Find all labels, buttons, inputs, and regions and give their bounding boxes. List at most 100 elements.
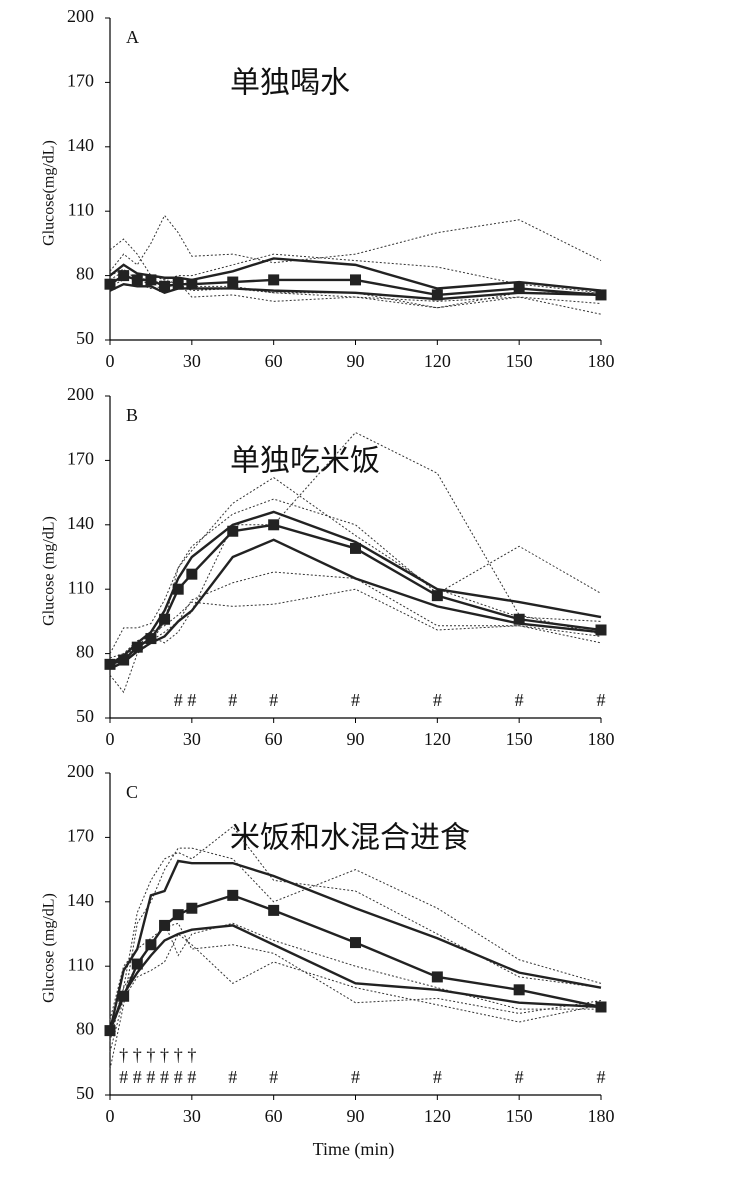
x-tick-label: 30	[183, 1106, 201, 1126]
individual-line	[109, 933, 602, 1053]
x-tick-label: 180	[588, 1106, 615, 1126]
x-axis-label: Time (min)	[313, 1139, 395, 1160]
mean-marker	[145, 633, 157, 645]
y-tick-label: 200	[67, 761, 94, 781]
significance-hash: #	[228, 1067, 237, 1087]
significance-hash: #	[433, 690, 442, 710]
mean-marker	[159, 280, 171, 292]
mean-marker	[268, 274, 280, 286]
mean-marker	[227, 525, 239, 537]
mean-marker	[268, 519, 280, 531]
mean-marker	[172, 278, 184, 290]
significance-dagger: †	[146, 1045, 155, 1065]
x-tick-label: 90	[347, 1106, 365, 1126]
panel-label: C	[126, 782, 138, 802]
y-tick-label: 170	[67, 826, 94, 846]
mean-marker	[159, 919, 171, 931]
y-tick-label: 80	[76, 642, 94, 662]
y-tick-label: 140	[67, 135, 94, 155]
mean-marker	[227, 276, 239, 288]
individual-line	[109, 238, 602, 315]
y-tick-label: 200	[67, 384, 94, 404]
mean-marker	[118, 270, 130, 282]
mean-marker	[104, 1025, 116, 1037]
mean-marker	[227, 889, 239, 901]
significance-hash: #	[269, 690, 278, 710]
x-tick-label: 60	[265, 1106, 283, 1126]
panel-title: 单独喝水	[230, 66, 350, 101]
x-tick-label: 120	[424, 729, 451, 749]
mean-marker	[350, 542, 361, 554]
significance-hash: #	[119, 1067, 128, 1087]
x-tick-label: 180	[588, 729, 615, 749]
significance-hash: #	[597, 690, 606, 710]
y-tick-label: 80	[76, 1019, 94, 1039]
significance-hash: #	[515, 690, 524, 710]
y-tick-label: 170	[67, 449, 94, 469]
x-tick-label: 30	[183, 729, 201, 749]
mean-marker	[131, 958, 143, 970]
x-tick-label: 90	[347, 729, 365, 749]
individual-line	[109, 922, 601, 1036]
significance-hash: #	[515, 1067, 524, 1087]
y-axis-label: Glucose(mg/dL)	[41, 140, 58, 246]
summary-line	[108, 924, 602, 1032]
y-tick-label: 50	[76, 706, 94, 726]
mean-marker	[595, 1001, 607, 1013]
panel-label: A	[126, 27, 139, 47]
mean-marker	[350, 274, 361, 286]
x-tick-label: 30	[183, 351, 201, 371]
y-tick-label: 170	[67, 71, 94, 91]
y-tick-label: 200	[67, 6, 94, 26]
panel-label: B	[126, 405, 138, 425]
mean-marker	[118, 990, 130, 1002]
mean-marker	[131, 641, 143, 653]
significance-hash: #	[269, 1067, 278, 1087]
individual-line	[109, 825, 602, 1042]
mean-marker	[350, 937, 361, 949]
y-tick-label: 110	[68, 577, 94, 597]
significance-hash: #	[187, 690, 196, 710]
significance-hash: #	[146, 1067, 155, 1087]
mean-marker	[431, 590, 443, 602]
significance-hash: #	[351, 1067, 360, 1087]
y-tick-label: 110	[68, 199, 94, 219]
mean-marker	[159, 613, 171, 625]
significance-hash: #	[597, 1067, 606, 1087]
significance-dagger: †	[160, 1045, 169, 1065]
y-tick-label: 140	[67, 890, 94, 910]
mean-marker	[104, 658, 116, 670]
significance-dagger: †	[119, 1045, 128, 1065]
individual-line	[109, 214, 602, 272]
mean-marker	[118, 654, 130, 666]
significance-hash: #	[351, 690, 360, 710]
mean-marker	[595, 624, 607, 636]
y-tick-label: 80	[76, 264, 94, 284]
mean-marker	[431, 289, 443, 301]
significance-hash: #	[174, 1067, 183, 1087]
panel-title: 单独吃米饭	[230, 444, 380, 479]
individual-line	[109, 847, 602, 1070]
individual-line	[109, 571, 602, 667]
x-tick-label: 150	[506, 1106, 533, 1126]
significance-dagger: †	[174, 1045, 183, 1065]
mean-marker	[268, 904, 280, 916]
x-tick-label: 60	[265, 351, 283, 371]
significance-hash: #	[174, 690, 183, 710]
mean-marker	[186, 902, 198, 914]
significance-hash: #	[228, 690, 237, 710]
mean-marker	[145, 274, 157, 286]
mean-marker	[513, 984, 525, 996]
mean-marker	[431, 971, 443, 983]
x-tick-label: 180	[588, 351, 615, 371]
mean-marker	[145, 939, 157, 951]
x-tick-label: 0	[106, 1106, 115, 1126]
mean-marker	[131, 274, 143, 286]
mean-marker	[104, 278, 116, 290]
significance-dagger: †	[187, 1045, 196, 1065]
x-tick-label: 0	[106, 351, 115, 371]
significance-hash: #	[433, 1067, 442, 1087]
panel-title: 米饭和水混合进食	[230, 821, 470, 856]
summary-line	[108, 859, 602, 1031]
